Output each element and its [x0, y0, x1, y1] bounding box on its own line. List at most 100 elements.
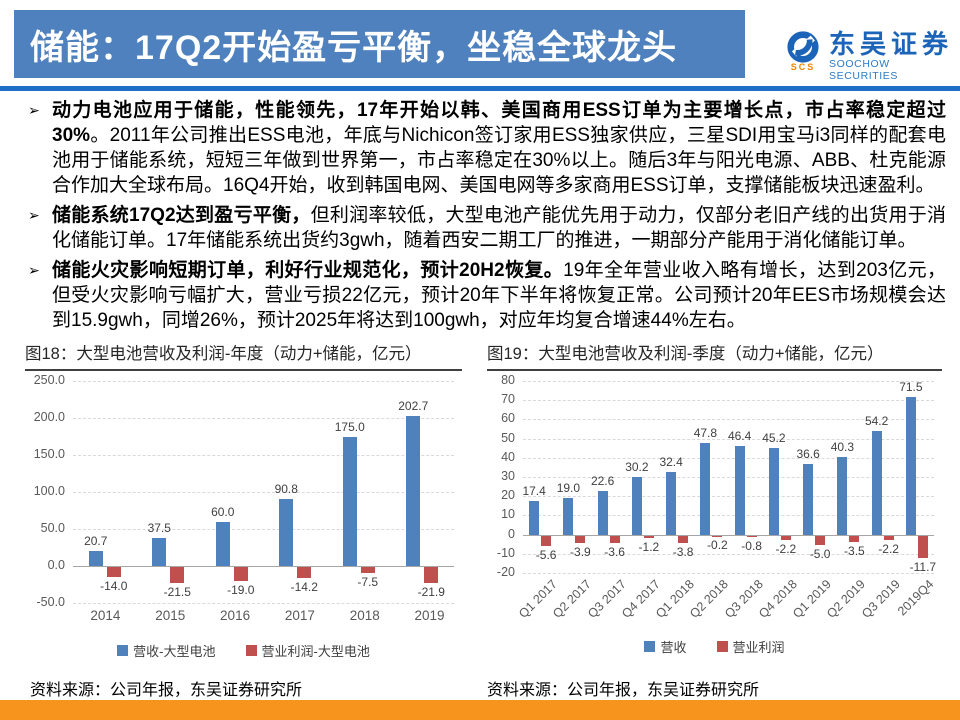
revenue-bar	[563, 498, 574, 535]
profit-bar	[712, 535, 723, 537]
logo-name-cn: 东吴证券	[829, 29, 954, 59]
profit-bar	[917, 535, 928, 559]
bullet-item: ➢ 动力电池应用于储能，性能领先，17年开始以韩、美国商用ESS订单为主要增长点…	[28, 98, 946, 198]
y-tick-label: 250.0	[33, 373, 65, 387]
gridline	[73, 492, 454, 493]
profit-bar	[815, 535, 826, 546]
header-divider	[0, 86, 960, 91]
legend-swatch	[716, 641, 728, 652]
value-label: -1.2	[638, 539, 660, 554]
figure18-source: 资料来源：公司年报，东吴证券研究所	[30, 682, 303, 699]
legend-label: 营收-大型电池	[133, 644, 216, 659]
y-tick-label: 150.0	[33, 447, 65, 461]
value-label: 37.5	[147, 521, 171, 536]
figure19-title: 图19：大型电池营收及利润-季度（动力+储能，亿元）	[487, 340, 942, 371]
bullet-marker: ➢	[28, 102, 40, 118]
revenue-bar	[279, 498, 294, 566]
bullet-text: 动力电池应用于储能，性能领先，17年开始以韩、美国商用ESS订单为主要增长点，市…	[52, 100, 946, 196]
legend-item: 营业利润-大型电池	[245, 641, 370, 660]
value-label: -3.5	[844, 544, 865, 559]
value-label: -11.7	[909, 560, 937, 575]
gridline	[73, 529, 454, 530]
profit-bar	[424, 567, 439, 584]
y-tick-label: 50.0	[40, 521, 65, 535]
gridline	[523, 477, 934, 478]
legend-item: 营收-大型电池	[117, 641, 216, 660]
y-tick-label: 100.0	[33, 484, 65, 498]
revenue-bar	[871, 430, 882, 535]
figure19-source: 资料来源：公司年报，东吴证券研究所	[487, 682, 760, 699]
revenue-bar	[631, 476, 642, 535]
bullet-list: ➢ 动力电池应用于储能，性能领先，17年开始以韩、美国商用ESS订单为主要增长点…	[28, 98, 946, 338]
gridline	[523, 515, 934, 517]
revenue-bar	[152, 538, 167, 566]
legend-item: 营收	[644, 637, 687, 656]
y-tick-label: 30	[501, 469, 515, 483]
x-tick-label: 2018	[349, 608, 380, 623]
x-tick-label: 2016	[220, 608, 251, 623]
y-tick-label: 10	[501, 507, 515, 522]
value-label: 46.4	[727, 428, 752, 443]
value-label: 90.8	[274, 481, 298, 496]
figure19-chart: 80 70 60 50 40 30 20 10 0 -10 -20 17.4 19.0 22.6 30.2 3…	[487, 371, 942, 656]
value-label: -19.0	[227, 583, 255, 598]
profit-bar	[643, 535, 654, 538]
y-tick-label: 40	[501, 449, 515, 464]
value-label: -21.5	[163, 584, 191, 599]
profit-bar	[609, 535, 620, 543]
bullet-marker: ➢	[28, 262, 40, 278]
y-tick-label: 0	[508, 526, 515, 541]
value-label: 202.7	[398, 399, 429, 413]
value-label: 60.0	[211, 504, 235, 519]
value-label: 17.4	[522, 484, 546, 499]
profit-bar	[780, 535, 791, 540]
x-tick-label: 2015	[155, 608, 186, 623]
value-label: 54.2	[864, 413, 889, 428]
footer-bar	[0, 700, 960, 720]
profit-bar	[575, 535, 586, 544]
value-label: -3.9	[570, 545, 591, 560]
legend-swatch	[245, 645, 257, 656]
revenue-bar	[905, 397, 916, 535]
y-tick-label: 80	[501, 373, 515, 387]
revenue-bar	[88, 550, 103, 566]
gridline	[73, 566, 454, 567]
gridline	[523, 438, 934, 440]
revenue-bar	[700, 442, 711, 535]
gridline	[523, 534, 934, 536]
gridline	[73, 418, 454, 419]
revenue-bar	[342, 436, 357, 566]
value-label: 19.0	[556, 481, 581, 496]
value-label: 22.6	[590, 474, 615, 489]
value-label: 40.3	[830, 440, 855, 455]
x-axis-labels: 2014 2015 2016 2017 2018 2019	[73, 603, 462, 625]
value-label: -7.5	[357, 574, 379, 589]
value-label: -5.6	[535, 548, 557, 563]
figure18: 图18：大型电池营收及利润-年度（动力+储能，亿元） 250.0 200.0 150…	[25, 340, 462, 660]
figure19: 图19：大型电池营收及利润-季度（动力+储能，亿元） 80 70 60 50 40 30 2…	[487, 340, 942, 656]
gridline	[73, 381, 454, 382]
profit-bar	[297, 567, 312, 578]
logo-name-en: SOOCHOW SECURITIES	[829, 58, 899, 82]
value-label: 36.6	[796, 447, 820, 462]
revenue-bar	[406, 416, 421, 566]
y-tick-label: 70	[501, 392, 515, 407]
value-label: -2.2	[878, 541, 899, 556]
profit-bar	[849, 535, 860, 543]
plot-area: 80 70 60 50 40 30 20 10 0 -10 -20 17.4 19.0 22.6 30.2 3…	[497, 373, 937, 579]
soochow-swirl-icon	[787, 31, 819, 63]
value-label: 20.7	[84, 533, 108, 548]
logo-icon-wrap: SCS	[784, 30, 822, 72]
value-label: -14.2	[290, 579, 318, 594]
value-label: -0.2	[707, 537, 728, 552]
revenue-bar	[837, 457, 848, 535]
y-tick-label: -20	[496, 565, 515, 579]
revenue-bar	[666, 472, 677, 535]
legend-label: 营业利润-大型电池	[261, 644, 370, 659]
gridline	[523, 553, 934, 555]
legend-swatch	[644, 641, 656, 652]
company-logo: SCS 东吴证券 SOOCHOW SECURITIES	[784, 30, 960, 82]
x-tick-label: 2019Q4	[895, 577, 937, 619]
gridline	[73, 603, 454, 604]
